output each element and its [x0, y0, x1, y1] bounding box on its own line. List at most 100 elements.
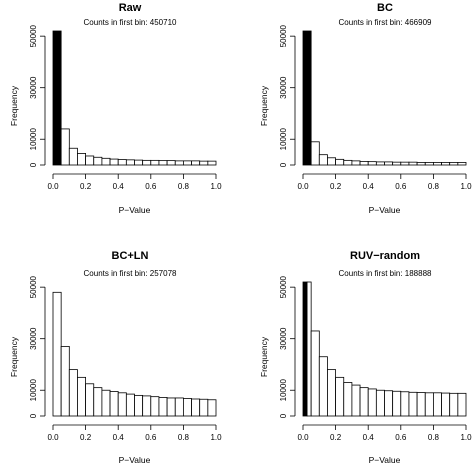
histogram-bar	[77, 376, 86, 417]
y-axis-label: Frequency	[259, 336, 269, 377]
histogram-bar	[150, 396, 160, 417]
histogram-bar	[441, 162, 451, 166]
x-tick-label: 0.2	[80, 182, 92, 191]
histogram-bar	[207, 399, 217, 417]
histogram-bar	[327, 369, 337, 417]
y-tick-label: 10000	[29, 128, 38, 151]
x-axis-label: P−Value	[119, 455, 151, 465]
y-tick-label: 30000	[29, 76, 38, 99]
panel-title: BC+LN	[112, 250, 149, 262]
histogram-bar	[424, 162, 434, 166]
x-axis: 0.0 0.2 0.4 0.6 0.8 1.0 P−Value	[47, 424, 222, 465]
histogram-bar	[302, 30, 312, 166]
histogram-bar	[327, 157, 337, 166]
histogram-bar	[384, 390, 394, 417]
x-tick-label: 1.0	[210, 433, 222, 442]
histogram-bar	[52, 291, 62, 417]
x-tick-label: 0.0	[47, 433, 59, 442]
histogram-bar	[182, 160, 192, 166]
x-tick-label: 0.0	[297, 433, 309, 442]
histogram-bars	[52, 30, 217, 166]
histogram-bar	[199, 160, 209, 166]
y-tick-label: 0	[279, 413, 288, 418]
histogram-bar	[400, 161, 410, 166]
histogram-bar	[367, 388, 377, 417]
x-tick-label: 0.6	[395, 182, 407, 191]
histogram-bar	[174, 160, 184, 166]
x-axis: 0.0 0.2 0.4 0.6 0.8 1.0 P−Value	[297, 424, 472, 465]
x-tick-label: 0.8	[178, 182, 190, 191]
histogram-bars	[302, 30, 467, 166]
histogram-bar	[199, 398, 209, 417]
histogram-bar	[68, 369, 78, 417]
histogram-bar	[416, 162, 426, 166]
x-tick-label: 0.2	[330, 433, 342, 442]
y-tick-label: 50000	[29, 275, 38, 298]
histogram-bar	[191, 160, 201, 166]
histogram-bar	[432, 392, 442, 417]
x-tick-label: 0.6	[145, 433, 157, 442]
histogram-bar	[432, 162, 442, 166]
y-tick-label: 30000	[279, 327, 288, 350]
panel-subtitle: Counts in first bin: 188888	[339, 269, 432, 278]
histogram-bar	[310, 141, 320, 166]
histogram-bar	[424, 392, 434, 417]
histogram-bars	[52, 291, 217, 417]
panel-bc: BC Counts in first bin: 466909 0 10000 3…	[259, 2, 472, 215]
histogram-bars	[302, 281, 467, 417]
x-tick-label: 0.6	[395, 433, 407, 442]
histogram-bar	[335, 376, 345, 417]
histogram-bar	[93, 387, 103, 417]
histogram-bar	[384, 161, 394, 166]
histogram-bar	[207, 160, 217, 166]
panel-subtitle: Counts in first bin: 466909	[339, 18, 432, 27]
x-tick-label: 0.2	[80, 433, 92, 442]
x-tick-label: 0.4	[113, 182, 125, 191]
panel-subtitle: Counts in first bin: 257078	[84, 269, 177, 278]
histogram-bar	[416, 392, 426, 417]
histogram-bar	[109, 391, 119, 417]
y-tick-label: 30000	[279, 76, 288, 99]
histogram-bar	[351, 160, 361, 166]
y-axis-label: Frequency	[9, 336, 19, 377]
y-tick-label: 30000	[29, 327, 38, 350]
histogram-bar	[335, 158, 345, 166]
histogram-bar	[449, 162, 459, 166]
histogram-bar	[166, 397, 176, 417]
y-tick-label: 50000	[279, 275, 288, 298]
histogram-bar	[117, 392, 127, 417]
histogram-bar	[375, 161, 385, 166]
x-tick-label: 0.8	[428, 433, 440, 442]
panel-subtitle: Counts in first bin: 450710	[84, 18, 177, 27]
histogram-bar	[182, 398, 192, 417]
histogram-bar	[85, 155, 95, 166]
y-axis-label: Frequency	[9, 85, 19, 126]
x-axis: 0.0 0.2 0.4 0.6 0.8 1.0 P−Value	[47, 173, 222, 215]
histogram-bar	[60, 128, 70, 166]
y-axis: 0 10000 30000 50000 Frequency	[9, 275, 46, 418]
histogram-bar	[408, 391, 418, 417]
x-tick-label: 0.8	[428, 182, 440, 191]
histogram-bar	[158, 397, 168, 417]
x-axis-label: P−Value	[119, 205, 151, 215]
histogram-bar	[457, 162, 467, 166]
histogram-bar	[150, 159, 160, 166]
panel-title: RUV−random	[350, 250, 420, 262]
histogram-bar	[101, 157, 111, 166]
panel-title: Raw	[119, 2, 142, 14]
x-tick-label: 0.4	[113, 433, 125, 442]
histogram-bar	[125, 159, 135, 166]
histogram-bar	[306, 281, 312, 417]
histogram-bar	[174, 397, 184, 417]
histogram-bar	[109, 158, 119, 166]
x-tick-label: 0.0	[297, 182, 309, 191]
histogram-bar	[343, 159, 353, 166]
x-axis-label: P−Value	[369, 205, 401, 215]
histogram-bar	[449, 392, 459, 417]
histogram-bar	[441, 392, 451, 417]
histogram-bar	[117, 159, 127, 166]
x-tick-label: 1.0	[460, 433, 472, 442]
histogram-bar	[318, 154, 328, 166]
x-tick-label: 1.0	[210, 182, 222, 191]
